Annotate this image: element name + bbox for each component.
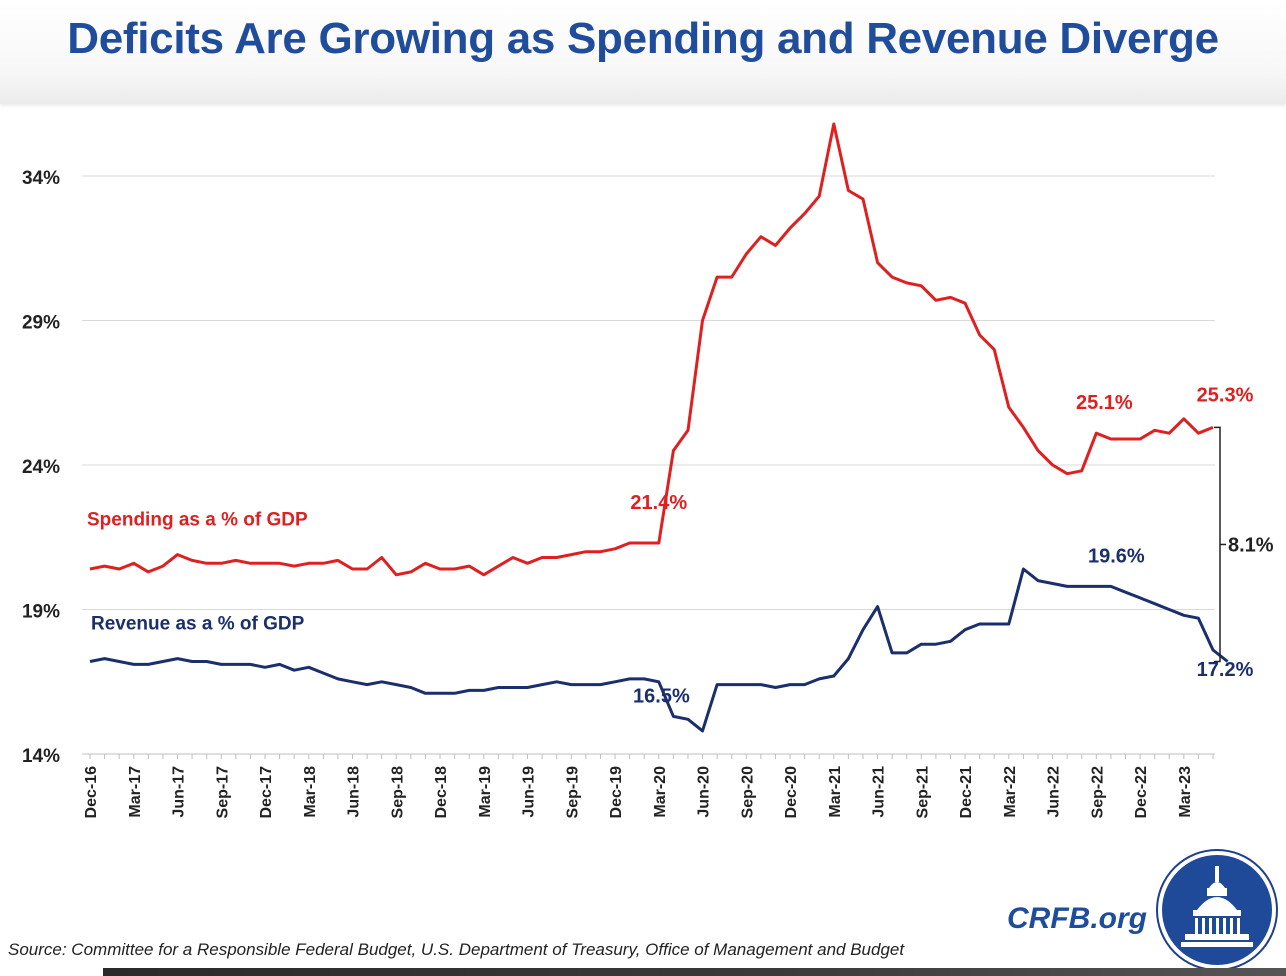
revenue-series-label: Revenue as a % of GDP bbox=[91, 614, 305, 635]
gap-bracket: 8.1% bbox=[1214, 426, 1274, 663]
gap-bracket-line bbox=[1214, 426, 1221, 663]
x-tick-label: Sep-19 bbox=[564, 766, 581, 819]
y-tick-label: 14% bbox=[22, 746, 60, 767]
series-labels: Spending as a % of GDP Revenue as a % of … bbox=[87, 510, 308, 635]
y-tick-label: 19% bbox=[22, 602, 60, 623]
spending-series-label: Spending as a % of GDP bbox=[87, 510, 308, 531]
y-tick-label: 24% bbox=[22, 457, 60, 478]
brand-label: CRFB.org bbox=[1007, 902, 1147, 935]
y-tick-label: 34% bbox=[22, 168, 60, 189]
x-tick-label: Sep-17 bbox=[214, 766, 231, 819]
x-tick-label: Dec-19 bbox=[608, 766, 625, 819]
source-note: Source: Committee for a Responsible Fede… bbox=[8, 940, 905, 959]
x-tick-label: Sep-20 bbox=[739, 766, 756, 819]
x-tick-label: Mar-23 bbox=[1177, 766, 1194, 818]
data-label: 17.2% bbox=[1197, 659, 1254, 681]
capitol-seal-icon bbox=[1156, 849, 1278, 971]
spending-line bbox=[89, 122, 1214, 577]
x-tick-label: Sep-18 bbox=[389, 766, 406, 819]
x-tick-label: Mar-19 bbox=[477, 766, 494, 818]
header-bar bbox=[0, 0, 1286, 104]
y-axis: 14% 19% 24% 29% 34% bbox=[22, 168, 60, 767]
x-tick-label: Dec-17 bbox=[258, 766, 275, 819]
revenue-line bbox=[89, 567, 1229, 733]
x-tick-label: Dec-16 bbox=[83, 766, 100, 819]
data-label: 21.4% bbox=[630, 492, 687, 514]
bottom-strip bbox=[0, 968, 1286, 976]
x-tick-label: Jun-18 bbox=[346, 766, 363, 818]
x-tick-label: Jun-21 bbox=[871, 766, 888, 818]
x-tick-label: Mar-21 bbox=[827, 766, 844, 818]
x-tick-label: Mar-18 bbox=[302, 766, 319, 818]
data-label: 16.5% bbox=[633, 685, 690, 707]
x-tick-label: Sep-22 bbox=[1089, 766, 1106, 819]
x-tick-label: Dec-22 bbox=[1133, 766, 1150, 819]
y-tick-label: 29% bbox=[22, 313, 60, 334]
x-tick-label: Jun-19 bbox=[521, 766, 538, 818]
x-tick-label: Sep-21 bbox=[914, 766, 931, 819]
x-tick-label: Dec-20 bbox=[783, 766, 800, 819]
line-chart: 14% 19% 24% 29% 34% Dec-16 Mar-17 Jun-17 Sep-17… bbox=[22, 122, 1274, 819]
data-label: 25.3% bbox=[1197, 384, 1254, 406]
x-tick-label: Dec-18 bbox=[433, 766, 450, 819]
x-tick-label: Mar-22 bbox=[1002, 766, 1019, 818]
x-tick-label: Jun-20 bbox=[696, 766, 713, 818]
x-tick-label: Mar-20 bbox=[652, 766, 669, 818]
data-labels: 21.4% 25.1% 25.3% 16.5% 19.6% 17.2% bbox=[630, 384, 1253, 707]
grid-lines bbox=[82, 175, 1215, 610]
x-axis: Dec-16 Mar-17 Jun-17 Sep-17 Dec-17 Mar-18 Jun-… bbox=[82, 753, 1215, 819]
x-tick-label: Mar-17 bbox=[127, 766, 144, 818]
data-label: 19.6% bbox=[1088, 545, 1145, 567]
series-lines bbox=[89, 122, 1229, 733]
x-tick-label: Dec-21 bbox=[958, 766, 975, 819]
x-tick-label: Jun-17 bbox=[171, 766, 188, 818]
chart-title: Deficits Are Growing as Spending and Rev… bbox=[67, 14, 1219, 63]
data-label: 25.1% bbox=[1076, 392, 1133, 414]
x-tick-label: Jun-22 bbox=[1046, 766, 1063, 818]
gap-label: 8.1% bbox=[1228, 534, 1274, 556]
